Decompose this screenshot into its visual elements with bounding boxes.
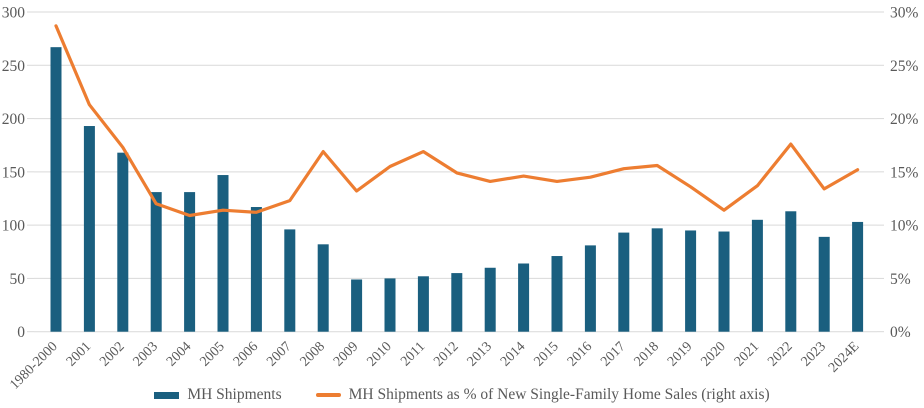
x-axis-tick-label: 2014 (498, 339, 528, 369)
bar-2017 (618, 232, 630, 332)
y-axis-tick-label: 200 (2, 111, 26, 128)
legend-item-mh-shipments: MH Shipments (154, 386, 282, 404)
bar-2001 (83, 126, 95, 332)
x-axis-tick-label: 2019 (665, 339, 695, 369)
line-series-swatch-icon (315, 393, 341, 397)
bar-2024e (852, 221, 864, 332)
x-axis-tick-label: 2021 (732, 339, 762, 369)
legend-label-mh-shipments: MH Shipments (187, 386, 282, 403)
x-axis-tick-label: 2017 (598, 339, 628, 369)
x-axis-tick-label: 2008 (298, 339, 328, 369)
x-axis-tick-label: 2003 (131, 339, 161, 369)
bar-2022 (785, 211, 797, 332)
bar-2009 (351, 279, 363, 332)
bar-series-swatch-icon (154, 391, 180, 399)
x-axis-tick-label: 2007 (264, 339, 294, 369)
y2-axis-tick-label: 5% (890, 271, 911, 288)
x-axis-tick-label: 2005 (197, 339, 227, 369)
y2-axis-tick-label: 20% (890, 111, 919, 128)
x-axis-tick-label: 2010 (364, 339, 394, 369)
x-axis-tick-label: 2023 (799, 339, 829, 369)
chart-legend: MH Shipments MH Shipments as % of New Si… (0, 386, 924, 404)
y-axis-tick-label: 100 (2, 218, 26, 235)
x-axis-tick-label: 2022 (765, 339, 795, 369)
bar-2023 (818, 236, 830, 332)
bar-2019 (685, 230, 697, 332)
bar-1980-2000 (50, 47, 62, 332)
y-axis-tick-label: 0 (17, 324, 25, 341)
legend-item-mh-pct: MH Shipments as % of New Single-Family H… (315, 386, 770, 404)
pct-of-sf-sales-line (54, 24, 860, 218)
x-axis-tick-label: 2013 (465, 339, 495, 369)
y2-axis-tick-label: 30% (890, 5, 919, 22)
y-axis-tick-label: 50 (10, 271, 26, 288)
y2-axis-tick-label: 15% (890, 164, 919, 181)
bar-2006 (250, 207, 262, 332)
x-axis-tick-label: 2001 (64, 339, 94, 369)
x-axis-tick-label: 2002 (97, 339, 127, 369)
x-axis-tick-label: 2012 (431, 339, 461, 369)
x-axis-tick-label: 1980-2000 (7, 339, 61, 393)
y-axis-tick-label: 300 (2, 5, 26, 22)
legend-label-mh-pct: MH Shipments as % of New Single-Family H… (348, 386, 770, 403)
bar-2021 (751, 219, 763, 332)
bar-2004 (184, 192, 196, 332)
bar-2008 (317, 244, 329, 332)
bar-2013 (484, 267, 496, 332)
y2-axis-tick-label: 0% (890, 324, 911, 341)
bar-2015 (551, 256, 563, 332)
bar-2005 (217, 175, 229, 332)
x-axis-tick-label: 2009 (331, 339, 361, 369)
x-axis-tick-label: 2011 (398, 339, 428, 369)
bar-2014 (518, 263, 530, 332)
bar-2020 (718, 231, 730, 332)
x-axis-tick-label: 2015 (531, 339, 561, 369)
bar-2010 (384, 278, 396, 332)
bar-2003 (150, 192, 162, 332)
bar-2011 (417, 276, 429, 332)
x-axis-tick-label: 2018 (632, 339, 662, 369)
y2-axis-tick-label: 25% (890, 58, 919, 75)
bar-2012 (451, 273, 463, 332)
y2-axis-tick-label: 10% (890, 218, 919, 235)
bar-2007 (284, 229, 296, 332)
x-axis-tick-label: 2024E (826, 339, 862, 375)
x-axis-tick-label: 2016 (565, 339, 595, 369)
x-axis-tick-label: 2020 (698, 339, 728, 369)
bar-2018 (651, 228, 663, 332)
bar-2002 (117, 152, 129, 332)
y-axis-tick-label: 150 (2, 164, 26, 181)
x-axis-tick-label: 2004 (164, 339, 194, 369)
x-axis-tick-label: 2006 (231, 339, 261, 369)
y-axis-tick-label: 250 (2, 58, 26, 75)
bar-2016 (584, 245, 596, 332)
